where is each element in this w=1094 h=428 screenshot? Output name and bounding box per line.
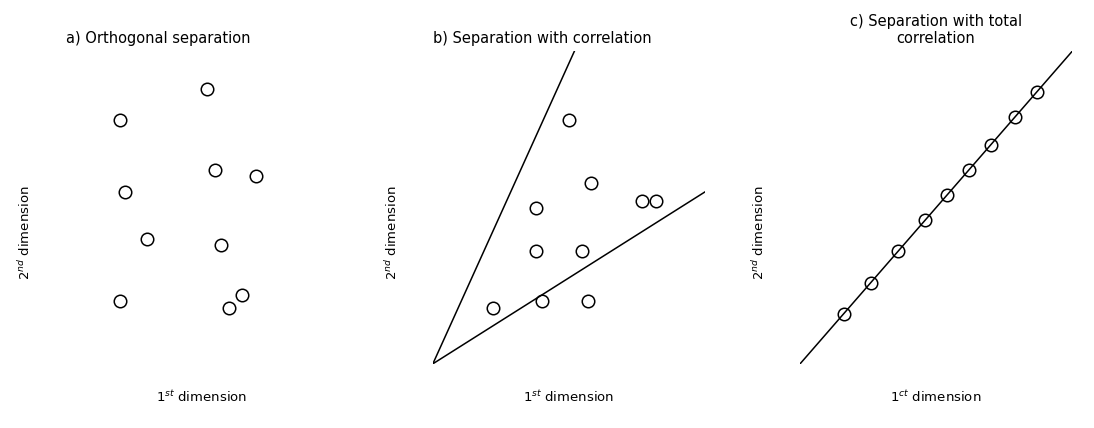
X-axis label: 1$^{ct}$ dimension: 1$^{ct}$ dimension [891,389,981,404]
X-axis label: 1$^{st}$ dimension: 1$^{st}$ dimension [523,389,615,404]
Text: b) Separation with correlation: b) Separation with correlation [433,31,652,46]
Y-axis label: 2$^{nd}$ dimension: 2$^{nd}$ dimension [752,185,768,280]
Text: a) Orthogonal separation: a) Orthogonal separation [66,31,251,46]
X-axis label: 1$^{st}$ dimension: 1$^{st}$ dimension [156,389,247,404]
Y-axis label: 2$^{nd}$ dimension: 2$^{nd}$ dimension [18,185,33,280]
Y-axis label: 2$^{nd}$ dimension: 2$^{nd}$ dimension [384,185,400,280]
Title: c) Separation with total
correlation: c) Separation with total correlation [850,14,1022,46]
